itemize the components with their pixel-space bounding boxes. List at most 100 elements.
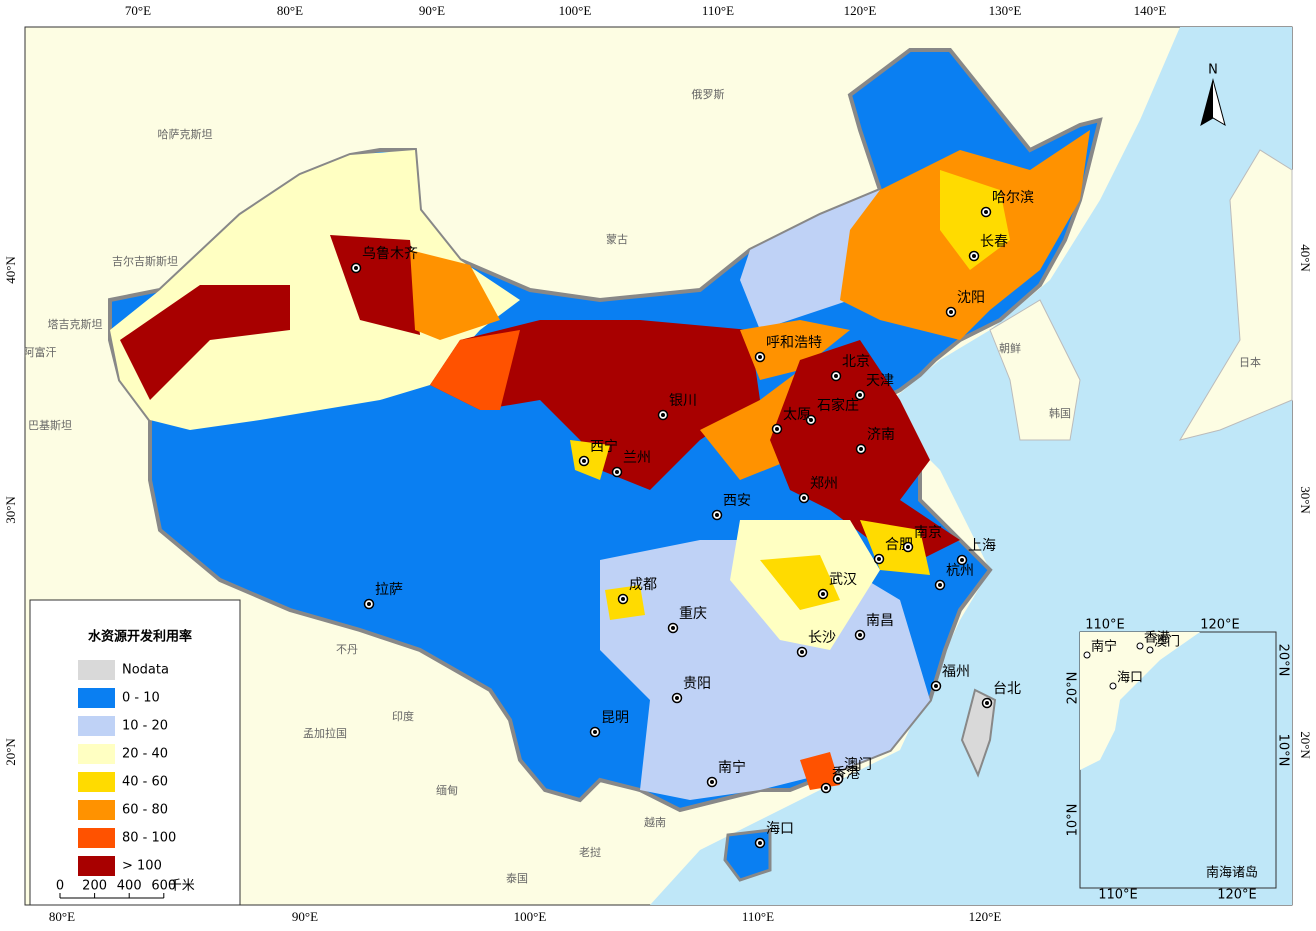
city-label: 成都 xyxy=(629,577,657,593)
axis-label: 100°E xyxy=(514,909,547,924)
city-marker xyxy=(621,597,625,601)
city-label: 西宁 xyxy=(590,438,618,455)
city-marker xyxy=(593,730,597,734)
city-marker xyxy=(984,210,988,214)
axis-label: 20°N xyxy=(1298,731,1313,759)
city-label: 福州 xyxy=(942,664,970,680)
legend-label: 40 - 60 xyxy=(122,775,168,790)
city-label: 重庆 xyxy=(679,606,707,622)
city-marker xyxy=(758,355,762,359)
legend-swatch xyxy=(78,660,115,680)
inset-axis-label: 110°E xyxy=(1085,618,1125,633)
city-marker xyxy=(367,602,371,606)
legend-swatch xyxy=(78,744,115,764)
city-marker xyxy=(824,786,828,790)
axis-label: 40°N xyxy=(1298,244,1313,272)
legend-label: 10 - 20 xyxy=(122,719,168,734)
city-label: 南宁 xyxy=(718,759,746,776)
axis-label: 30°N xyxy=(1298,486,1313,514)
city-marker xyxy=(906,545,910,549)
inset-city-label: 海口 xyxy=(1117,671,1143,686)
legend-label: Nodata xyxy=(122,663,169,678)
city-marker xyxy=(582,459,586,463)
city-marker xyxy=(858,393,862,397)
inset-axis-label: 20°N xyxy=(1066,672,1081,705)
country-label: 老挝 xyxy=(579,845,601,859)
inset-city-label: 南宁 xyxy=(1091,639,1117,655)
axis-label: 80°E xyxy=(49,909,75,924)
axis-label: 140°E xyxy=(1134,3,1167,18)
axis-label: 120°E xyxy=(844,3,877,18)
scale-label: 0 xyxy=(56,879,64,894)
city-marker xyxy=(671,626,675,630)
country-label: 韩国 xyxy=(1049,406,1071,420)
country-label: 吉尔吉斯斯坦 xyxy=(112,254,178,268)
legend-label: 0 - 10 xyxy=(122,691,160,706)
inset-axis-label: 120°E xyxy=(1217,888,1257,903)
city-marker xyxy=(821,592,825,596)
axis-label: 70°E xyxy=(125,3,151,18)
legend-label: 60 - 80 xyxy=(122,803,168,818)
city-marker xyxy=(960,558,964,562)
scale-unit: 千米 xyxy=(169,879,195,894)
country-label: 越南 xyxy=(644,815,666,829)
city-label: 兰州 xyxy=(623,450,651,466)
city-label: 天津 xyxy=(866,373,894,389)
inset-city-marker xyxy=(1083,651,1091,659)
inset-city-marker xyxy=(1109,682,1117,690)
city-marker xyxy=(775,427,779,431)
city-marker xyxy=(800,650,804,654)
region xyxy=(940,170,1010,270)
legend-label: > 100 xyxy=(122,859,162,874)
city-marker xyxy=(858,633,862,637)
region xyxy=(110,150,520,430)
legend-swatch xyxy=(78,688,115,708)
inset-city-label: 香港 xyxy=(1144,631,1170,646)
city-label: 沈阳 xyxy=(957,290,985,306)
axis-label: 80°E xyxy=(277,3,303,18)
country-label: 泰国 xyxy=(506,871,528,885)
city-marker xyxy=(859,447,863,451)
inset-axis-label: 10°N xyxy=(1066,804,1081,837)
inset-city-marker xyxy=(1146,646,1154,654)
city-label: 贵阳 xyxy=(683,676,711,692)
country-label: 印度 xyxy=(392,709,414,723)
city-marker xyxy=(985,701,989,705)
city-marker xyxy=(675,696,679,700)
city-label: 长春 xyxy=(980,234,1008,250)
country-label: 蒙古 xyxy=(606,233,628,246)
city-marker xyxy=(758,841,762,845)
scale-label: 600 xyxy=(151,879,176,894)
inset-title: 南海诸岛 xyxy=(1206,865,1258,881)
city-marker xyxy=(949,310,953,314)
city-label: 北京 xyxy=(842,354,870,370)
country-label: 塔吉克斯坦 xyxy=(48,317,103,331)
region xyxy=(430,330,520,410)
city-marker xyxy=(836,777,840,781)
axis-label: 90°E xyxy=(292,909,318,924)
city-marker xyxy=(934,684,938,688)
land xyxy=(989,299,1081,441)
city-label: 南京 xyxy=(914,525,942,541)
legend-swatch xyxy=(78,828,115,848)
legend-box xyxy=(29,599,241,906)
city-label: 银川 xyxy=(669,393,697,409)
city-marker xyxy=(877,557,881,561)
legend-swatch xyxy=(78,716,115,736)
country-label: 阿富汗 xyxy=(24,345,57,359)
country-label: 朝鲜 xyxy=(999,341,1021,355)
city-marker xyxy=(354,266,358,270)
city-label: 拉萨 xyxy=(375,582,403,598)
region xyxy=(960,688,997,778)
axis-label: 120°E xyxy=(969,909,1002,924)
city-label: 杭州 xyxy=(946,563,974,579)
inset-axis-label: 20°N xyxy=(1276,644,1291,677)
axis-label: 40°N xyxy=(3,256,18,284)
inset-axis-label: 110°E xyxy=(1098,888,1138,903)
city-label: 西安 xyxy=(723,493,751,509)
city-label: 南昌 xyxy=(866,613,894,629)
china xyxy=(108,48,1103,882)
city-label: 乌鲁木齐 xyxy=(362,246,418,262)
legend-label: 20 - 40 xyxy=(122,747,168,762)
